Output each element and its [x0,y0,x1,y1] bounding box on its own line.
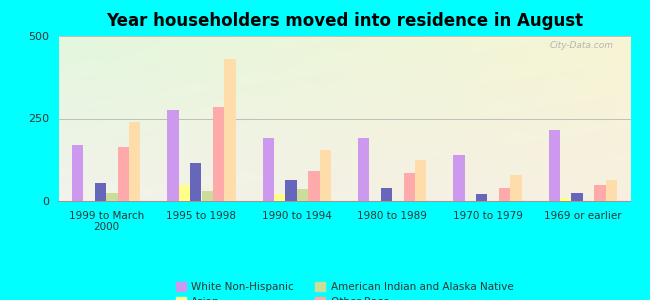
Bar [95,183,106,201]
Bar [167,110,179,201]
Bar [106,193,118,201]
Text: City-Data.com: City-Data.com [549,41,614,50]
Bar [415,160,426,201]
Bar [571,193,583,201]
Title: Year householders moved into residence in August: Year householders moved into residence i… [106,12,583,30]
Bar [560,198,571,201]
Bar [606,179,617,201]
Bar [510,175,522,201]
Bar [297,190,308,201]
Bar [129,122,140,201]
Bar [320,150,331,201]
Bar [285,179,297,201]
Bar [308,171,320,201]
Bar [476,194,488,201]
Bar [499,188,510,201]
Bar [453,155,465,201]
Bar [549,130,560,201]
Bar [72,145,83,201]
Bar [224,59,236,201]
Bar [358,138,369,201]
Bar [263,138,274,201]
Bar [381,188,392,201]
Bar [594,184,606,201]
Bar [190,163,202,201]
Bar [274,194,285,201]
Bar [118,147,129,201]
Bar [179,184,190,201]
Bar [202,191,213,201]
Legend: White Non-Hispanic, Asian, Two or More Races, American Indian and Alaska Native,: White Non-Hispanic, Asian, Two or More R… [176,282,514,300]
Bar [213,107,224,201]
Bar [404,173,415,201]
